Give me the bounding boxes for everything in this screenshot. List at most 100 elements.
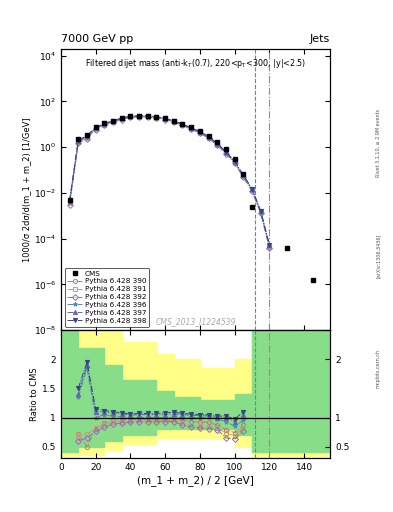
Pythia 6.428 396 [180,122,185,128]
Pythia 6.428 390 [84,134,89,140]
Pythia 6.428 392 [189,126,193,133]
Line: Pythia 6.428 396: Pythia 6.428 396 [68,114,272,248]
CMS [119,115,124,121]
Pythia 6.428 390 [180,122,185,128]
Pythia 6.428 391 [180,122,185,128]
Line: CMS: CMS [67,114,315,283]
Pythia 6.428 392 [163,116,167,122]
Pythia 6.428 397 [250,186,254,192]
Pythia 6.428 398 [267,242,272,248]
Pythia 6.428 398 [224,149,228,155]
Pythia 6.428 397 [93,125,98,131]
Pythia 6.428 390 [258,209,263,215]
Pythia 6.428 392 [215,142,220,148]
Pythia 6.428 398 [102,120,107,126]
Pythia 6.428 391 [84,135,89,141]
Pythia 6.428 391 [241,174,246,180]
Pythia 6.428 390 [128,114,133,120]
Line: Pythia 6.428 391: Pythia 6.428 391 [68,115,272,249]
Y-axis label: 1000/σ 2dσ/d(m_1 + m_2) [1/GeV]: 1000/σ 2dσ/d(m_1 + m_2) [1/GeV] [22,117,31,262]
Pythia 6.428 398 [258,208,263,214]
CMS [171,118,176,124]
CMS [111,118,116,124]
Pythia 6.428 397 [145,113,150,119]
Pythia 6.428 390 [111,119,116,125]
Pythia 6.428 396 [84,134,89,140]
CMS [310,278,315,284]
Pythia 6.428 397 [137,113,141,119]
Pythia 6.428 397 [111,118,116,124]
CMS [163,115,167,121]
CMS [102,120,107,126]
CMS [93,124,98,130]
Pythia 6.428 391 [128,114,133,120]
CMS [285,245,289,251]
Pythia 6.428 397 [84,133,89,139]
Pythia 6.428 391 [206,135,211,141]
CMS [180,121,185,127]
Pythia 6.428 391 [198,130,202,136]
Pythia 6.428 397 [241,173,246,179]
Text: Jets: Jets [310,33,330,44]
Pythia 6.428 391 [67,200,72,206]
Pythia 6.428 396 [154,114,159,120]
Pythia 6.428 392 [250,188,254,194]
Pythia 6.428 390 [232,159,237,165]
Pythia 6.428 390 [76,138,81,144]
Pythia 6.428 396 [215,141,220,147]
Pythia 6.428 390 [93,125,98,132]
Pythia 6.428 396 [206,134,211,140]
Pythia 6.428 391 [119,116,124,122]
Pythia 6.428 396 [189,125,193,132]
Pythia 6.428 390 [154,114,159,120]
Pythia 6.428 396 [111,119,116,125]
Pythia 6.428 398 [241,172,246,178]
Pythia 6.428 398 [145,113,150,119]
Pythia 6.428 396 [119,116,124,122]
Pythia 6.428 392 [154,115,159,121]
Pythia 6.428 397 [76,138,81,144]
Pythia 6.428 396 [163,116,167,122]
CMS [76,136,81,142]
Pythia 6.428 398 [76,137,81,143]
Pythia 6.428 392 [119,116,124,122]
Pythia 6.428 392 [76,140,81,146]
Pythia 6.428 392 [198,130,202,136]
Text: 7000 GeV pp: 7000 GeV pp [61,33,133,44]
Pythia 6.428 397 [171,118,176,124]
CMS [67,197,72,203]
CMS [145,113,150,119]
Pythia 6.428 398 [215,140,220,146]
Pythia 6.428 396 [67,199,72,205]
Pythia 6.428 398 [250,185,254,191]
Pythia 6.428 391 [154,115,159,121]
Pythia 6.428 390 [241,173,246,179]
Pythia 6.428 398 [189,125,193,131]
Pythia 6.428 392 [102,122,107,129]
Pythia 6.428 392 [206,135,211,141]
Pythia 6.428 396 [198,129,202,135]
Pythia 6.428 390 [198,129,202,135]
Pythia 6.428 397 [198,129,202,135]
CMS [241,171,246,177]
Pythia 6.428 396 [128,114,133,120]
Pythia 6.428 397 [180,121,185,127]
Pythia 6.428 398 [198,129,202,135]
Pythia 6.428 398 [180,121,185,127]
Pythia 6.428 391 [163,116,167,122]
Pythia 6.428 390 [163,116,167,122]
CMS [250,204,254,210]
Pythia 6.428 396 [102,121,107,127]
Pythia 6.428 390 [145,113,150,119]
Pythia 6.428 392 [241,174,246,180]
Pythia 6.428 392 [145,114,150,120]
CMS [198,127,202,134]
Pythia 6.428 398 [206,134,211,140]
Legend: CMS, Pythia 6.428 390, Pythia 6.428 391, Pythia 6.428 392, Pythia 6.428 396, Pyt: CMS, Pythia 6.428 390, Pythia 6.428 391,… [64,268,149,327]
Text: CMS_2013_I1224539: CMS_2013_I1224539 [155,317,236,326]
Pythia 6.428 392 [171,119,176,125]
Pythia 6.428 391 [111,119,116,125]
Pythia 6.428 391 [76,139,81,145]
Pythia 6.428 390 [215,141,220,147]
Pythia 6.428 396 [258,209,263,215]
